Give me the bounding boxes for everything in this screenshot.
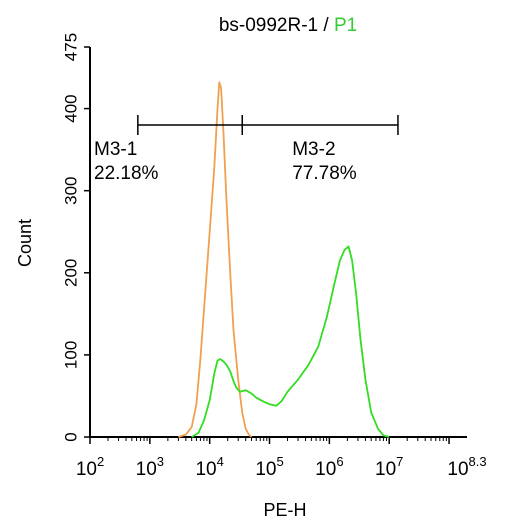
x-axis-ticks: 102 103 104 105 106 107 108.3 xyxy=(76,437,487,480)
gate-percent: 77.78% xyxy=(292,163,357,184)
y-tick-label: 100 xyxy=(61,341,80,369)
x-tick-label: 107 xyxy=(375,454,403,480)
plot-axes xyxy=(89,47,467,438)
x-tick-label: 105 xyxy=(255,454,283,480)
series-layer xyxy=(178,81,390,438)
x-tick-label: 108.3 xyxy=(447,454,486,480)
chart-title-separator: / xyxy=(318,15,334,36)
y-tick-label: 475 xyxy=(61,33,80,61)
y-tick-label: 0 xyxy=(61,432,80,441)
y-axis-label: Count xyxy=(15,219,35,267)
y-tick-label: 200 xyxy=(61,259,80,287)
y-tick-label: 300 xyxy=(61,176,80,204)
x-tick-label: 102 xyxy=(76,454,104,480)
gate-name: M3-1 xyxy=(94,139,137,160)
gate-name: M3-2 xyxy=(292,139,335,160)
chart-title-gate: P1 xyxy=(334,15,357,36)
chart-title: bs-0992R-1 / P1 xyxy=(219,15,357,36)
series-line-sample xyxy=(191,245,390,438)
y-axis-ticks: 0 100 200 300 400 475 xyxy=(61,33,90,442)
chart-title-sample: bs-0992R-1 xyxy=(219,15,318,36)
x-tick-label: 104 xyxy=(195,454,223,480)
x-axis-label: PE-H xyxy=(263,500,306,520)
series-line-control xyxy=(178,81,253,438)
gate-percent: 22.18% xyxy=(94,163,159,184)
x-tick-label: 103 xyxy=(136,454,164,480)
x-tick-label: 106 xyxy=(315,454,343,480)
y-tick-label: 400 xyxy=(61,94,80,122)
gate-layer: M3-1 22.18% M3-2 77.78% xyxy=(94,115,399,184)
